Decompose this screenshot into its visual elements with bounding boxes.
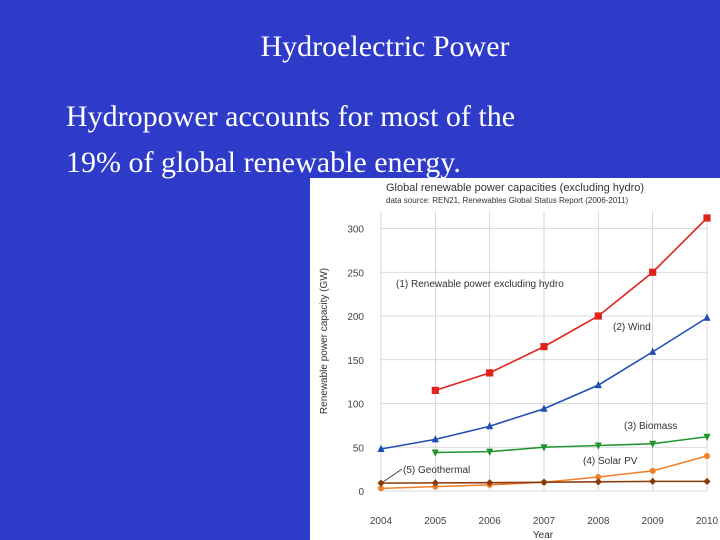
x-tick-label: 2006 bbox=[479, 516, 502, 527]
series-label: (4) Solar PV bbox=[583, 456, 638, 467]
data-point-triangle bbox=[703, 313, 711, 321]
body-line: Hydropower accounts for most of the bbox=[66, 100, 516, 133]
data-point-circle bbox=[649, 467, 656, 474]
data-point-triangle bbox=[486, 422, 494, 430]
data-point-triangle bbox=[486, 448, 494, 456]
series-line bbox=[435, 217, 708, 392]
data-point-diamond bbox=[594, 478, 602, 486]
data-point-diamond bbox=[703, 477, 711, 485]
data-point-square bbox=[486, 369, 494, 377]
x-tick-label: 2008 bbox=[587, 516, 610, 527]
series-group bbox=[431, 433, 711, 457]
y-tick-label: 0 bbox=[358, 487, 364, 498]
slide-body-text: Hydropower accounts for most of the 19% … bbox=[66, 94, 666, 186]
data-point-square bbox=[431, 386, 439, 394]
data-point-circle bbox=[432, 483, 439, 490]
chart-title: Global renewable power capacities (exclu… bbox=[386, 182, 644, 194]
data-point-triangle bbox=[377, 444, 385, 452]
x-tick-label: 2004 bbox=[370, 516, 393, 527]
y-tick-label: 300 bbox=[347, 225, 364, 236]
series-label: (5) Geothermal bbox=[403, 465, 470, 476]
series-label-leader bbox=[382, 468, 403, 483]
data-point-triangle bbox=[703, 433, 711, 441]
y-tick-label: 150 bbox=[347, 356, 364, 367]
x-axis-label: Year bbox=[533, 530, 554, 540]
data-point-circle bbox=[595, 474, 602, 480]
data-point-diamond bbox=[649, 477, 657, 485]
data-point-square bbox=[594, 312, 602, 320]
series-group bbox=[377, 477, 711, 487]
body-line: 19% of global renewable energy. bbox=[66, 146, 461, 179]
y-axis-label: Renewable power capacity (GW) bbox=[319, 268, 330, 414]
data-point-square bbox=[649, 268, 657, 276]
data-point-square bbox=[703, 214, 711, 222]
x-tick-label: 2005 bbox=[424, 516, 447, 527]
data-point-triangle bbox=[594, 380, 602, 389]
data-point-triangle bbox=[649, 347, 657, 355]
y-tick-label: 100 bbox=[347, 400, 364, 411]
series-group bbox=[377, 313, 711, 452]
data-point-triangle bbox=[431, 449, 439, 457]
series-label: (2) Wind bbox=[613, 322, 651, 333]
x-tick-label: 2009 bbox=[642, 516, 665, 527]
series-group bbox=[431, 214, 711, 394]
data-point-triangle bbox=[540, 404, 548, 412]
x-tick-label: 2007 bbox=[533, 516, 556, 527]
series-label: (3) Biomass bbox=[624, 421, 677, 432]
data-point-triangle bbox=[431, 435, 439, 443]
y-tick-label: 200 bbox=[347, 312, 364, 323]
series-label: (1) Renewable power excluding hydro bbox=[396, 279, 564, 290]
slide-title: Hydroelectric Power bbox=[260, 30, 510, 63]
data-point-circle bbox=[378, 485, 384, 492]
data-point-diamond bbox=[540, 478, 548, 486]
data-point-diamond bbox=[377, 479, 385, 487]
chart-panel: Global renewable power capacities (exclu… bbox=[310, 178, 720, 540]
y-tick-label: 50 bbox=[353, 443, 365, 454]
data-point-triangle bbox=[594, 442, 602, 450]
chart-subtitle: data source: REN21, Renewables Global St… bbox=[386, 196, 629, 205]
x-tick-label: 2010 bbox=[696, 516, 719, 527]
data-point-square bbox=[540, 343, 548, 351]
y-tick-label: 250 bbox=[347, 268, 364, 279]
series-line bbox=[435, 435, 708, 454]
data-point-circle bbox=[704, 453, 710, 459]
data-point-triangle bbox=[649, 440, 657, 448]
line-chart: Global renewable power capacities (exclu… bbox=[319, 182, 719, 540]
data-point-triangle bbox=[540, 444, 548, 452]
